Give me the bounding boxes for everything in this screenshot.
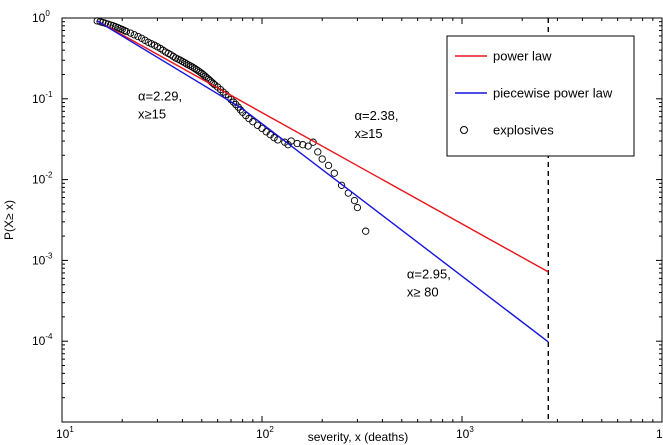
data-point <box>287 137 295 145</box>
x-tick-label: 103 <box>456 425 474 441</box>
data-point <box>188 63 197 71</box>
annotation-text: α=2.29, <box>138 89 182 104</box>
data-point <box>122 27 131 36</box>
data-point <box>190 64 199 73</box>
annotations: α=2.29, x≥15 α=2.38, x≥15 α=2.95, x≥ 80 <box>138 89 451 300</box>
data-point <box>299 141 307 149</box>
data-point <box>187 62 195 70</box>
data-point <box>304 142 312 150</box>
y-axis-label: P(X≥ x) <box>2 200 16 240</box>
data-point <box>270 134 278 142</box>
plot-frame <box>61 17 663 423</box>
data-point <box>192 65 201 74</box>
data-point <box>249 118 257 126</box>
data-point <box>362 227 370 235</box>
data-point <box>293 139 301 148</box>
legend-circle-marker <box>460 126 468 134</box>
data-point <box>314 148 322 156</box>
data-point <box>185 61 193 69</box>
x-tick-label: 102 <box>256 425 274 441</box>
annotation-text: α=2.95, <box>407 266 451 281</box>
data-point <box>330 169 338 177</box>
x-tick-label: 101 <box>56 425 74 441</box>
data-point <box>126 29 135 37</box>
legend-label: power law <box>493 49 552 64</box>
data-point <box>353 203 362 212</box>
y-tick-label: 10-3 <box>32 251 53 267</box>
legend-label: piecewise power law <box>493 86 613 101</box>
legend: power law piecewise power law explosives <box>446 35 635 157</box>
annotation-text: x≥15 <box>138 107 166 122</box>
x-tick-label: 104 <box>656 425 663 441</box>
series-line <box>96 20 549 343</box>
data-point <box>134 32 142 41</box>
y-tick-label: 10-2 <box>32 171 53 187</box>
y-tick-label: 100 <box>32 9 50 25</box>
annotation-text: x≥ 80 <box>407 284 439 299</box>
y-tick-label: 10-1 <box>32 90 53 106</box>
legend-label: explosives <box>493 123 554 138</box>
data-point <box>318 155 326 163</box>
y-tick-label: 10-4 <box>32 332 53 348</box>
data-point <box>350 196 359 205</box>
data-point <box>324 161 333 170</box>
annotation-text: α=2.38, <box>354 108 398 123</box>
data-point <box>274 136 282 144</box>
data-point <box>180 59 189 67</box>
data-point <box>178 57 187 66</box>
data-point <box>337 181 346 189</box>
data-point <box>130 31 138 39</box>
annotation-text: x≥15 <box>354 126 382 141</box>
legend-box <box>446 35 635 157</box>
data-point <box>232 100 240 109</box>
x-axis-label: severity, x (deaths) <box>308 430 408 444</box>
series-line <box>96 20 549 273</box>
